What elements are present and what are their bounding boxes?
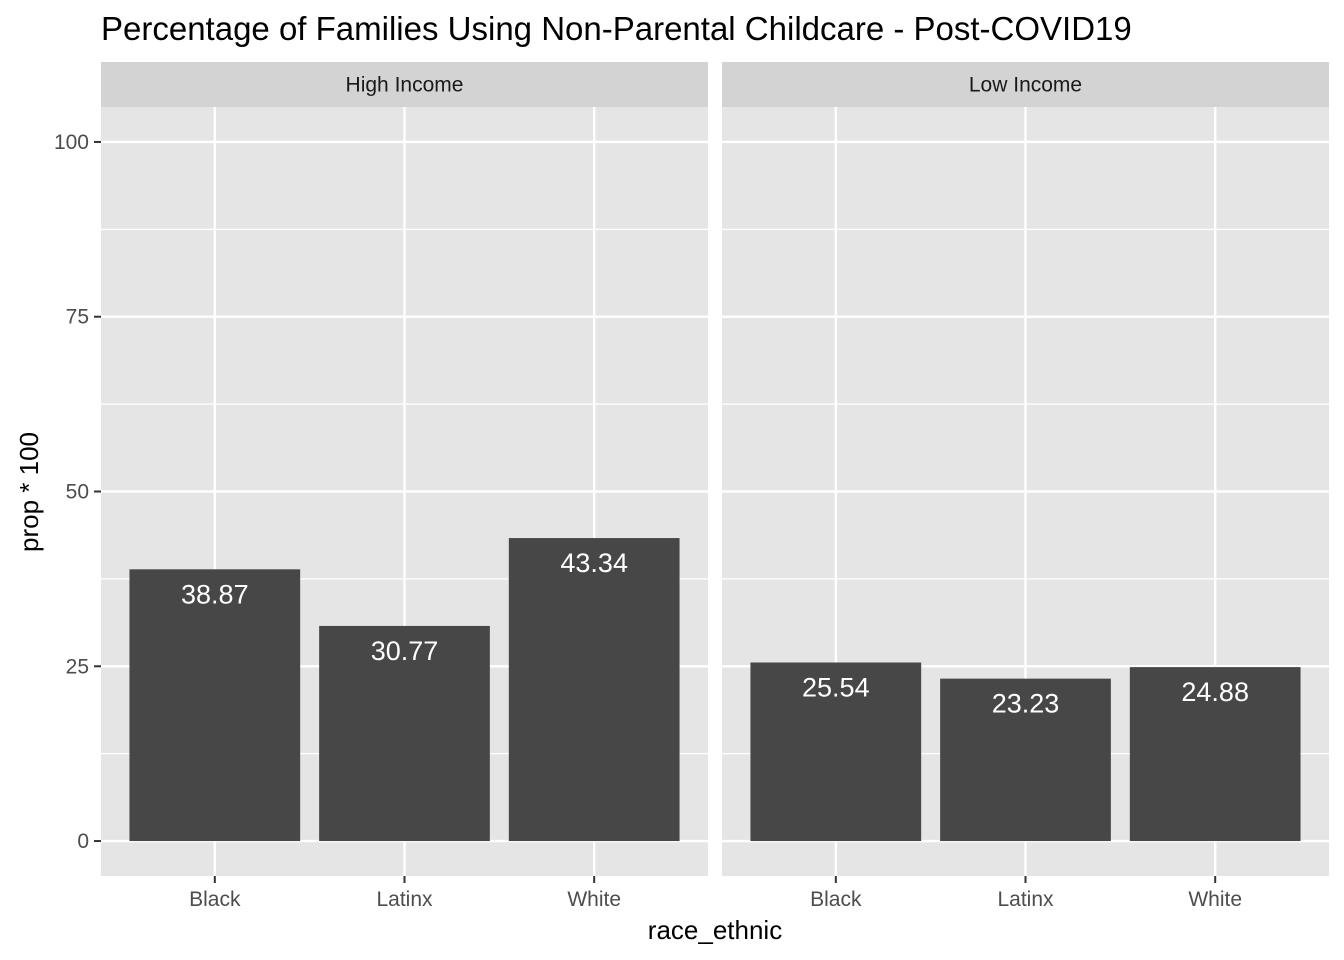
bar-label: 30.77 xyxy=(371,636,439,666)
y-tick-label: 75 xyxy=(66,306,89,329)
strip-label: Low Income xyxy=(969,74,1082,97)
bar-label: 24.88 xyxy=(1181,677,1249,707)
bar-label: 25.54 xyxy=(802,672,870,702)
strip-background xyxy=(722,62,1329,107)
y-tick-label: 50 xyxy=(66,481,89,504)
y-tick-label: 0 xyxy=(77,830,89,853)
x-tick-label: Black xyxy=(810,888,862,911)
bar-label: 38.87 xyxy=(181,579,249,609)
x-axis-title: race_ethnic xyxy=(648,915,782,945)
y-axis: 0 25 50 75 100 xyxy=(54,131,101,853)
bar-latinx xyxy=(940,678,1111,842)
bar-label: 23.23 xyxy=(992,689,1060,719)
x-tick-label: White xyxy=(567,888,621,911)
y-axis-title: prop * 100 xyxy=(14,432,44,552)
x-tick-label: Latinx xyxy=(997,888,1054,911)
facet-panel-low-income: Low Income 25.54 23.23 24.88 Black Latinx Whit… xyxy=(722,62,1329,911)
bar-white xyxy=(1129,667,1301,842)
bar-black xyxy=(750,662,922,842)
bar-white xyxy=(508,538,680,842)
bar-label: 43.34 xyxy=(560,548,628,578)
facets: High Income 38.87 30.77 43.34 Black Latinx Whi… xyxy=(101,62,1329,911)
bar-black xyxy=(129,569,301,842)
bar-latinx xyxy=(319,625,490,842)
x-tick-label: White xyxy=(1188,888,1242,911)
x-tick-label: Black xyxy=(189,888,241,911)
chart-title: Percentage of Families Using Non-Parenta… xyxy=(101,10,1132,47)
y-tick-label: 100 xyxy=(54,131,89,154)
strip-label: High Income xyxy=(346,74,464,97)
facet-panel-high-income: High Income 38.87 30.77 43.34 Black Latinx Whi… xyxy=(101,62,708,911)
y-tick-label: 25 xyxy=(66,655,89,678)
x-tick-label: Latinx xyxy=(376,888,433,911)
strip-background xyxy=(101,62,708,107)
